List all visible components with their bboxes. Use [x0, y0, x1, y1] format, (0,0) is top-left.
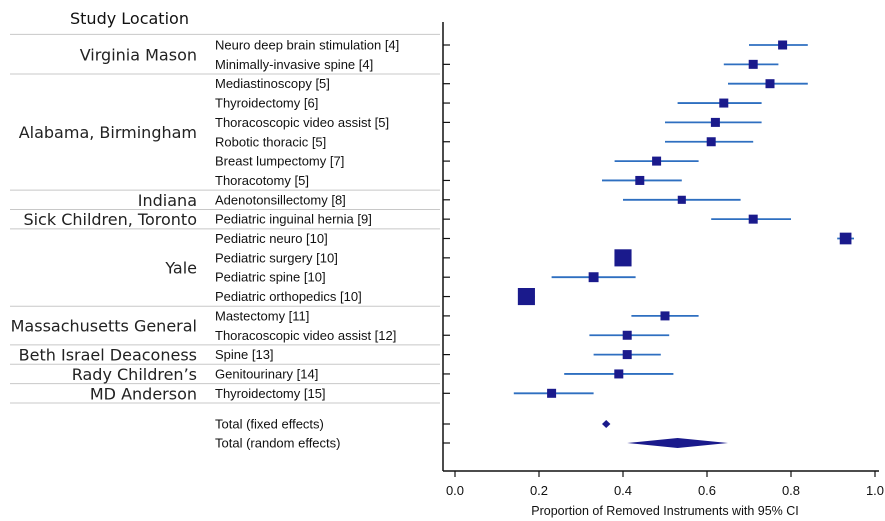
estimate-marker	[614, 249, 632, 267]
total-label: Total (fixed effects)	[215, 417, 324, 432]
x-tick-label: 0.0	[446, 483, 464, 498]
location-label: Yale	[164, 259, 197, 278]
location-label: Beth Israel Deaconess	[19, 346, 197, 365]
study-label: Mastectomy [11]	[215, 308, 309, 323]
x-tick-label: 1.0	[866, 483, 884, 498]
study-label: Genitourinary [14]	[215, 366, 318, 381]
study-label: Pediatric inguinal hernia [9]	[215, 212, 372, 227]
study-label: Thoracoscopic video assist [12]	[215, 328, 396, 343]
estimate-marker	[547, 388, 557, 398]
estimate-marker	[710, 117, 720, 127]
study-label: Thoracotomy [5]	[215, 173, 309, 188]
x-axis-title: Proportion of Removed Instruments with 9…	[531, 504, 798, 518]
location-label: Sick Children, Toronto	[23, 210, 197, 229]
location-label: Virginia Mason	[80, 46, 197, 65]
study-label: Thyroidectomy [15]	[215, 386, 326, 401]
study-label: Minimally-invasive spine [4]	[215, 57, 373, 72]
x-tick-label: 0.4	[614, 483, 632, 498]
study-markers	[513, 40, 854, 448]
estimate-marker	[839, 232, 852, 245]
estimate-marker	[778, 40, 788, 50]
estimate-marker	[622, 330, 632, 340]
location-label: Indiana	[138, 191, 197, 210]
estimate-marker	[588, 272, 599, 283]
location-label: Massachusetts General	[11, 317, 197, 336]
location-label: Alabama, Birmingham	[19, 123, 197, 142]
pooled-diamond	[602, 420, 611, 428]
estimate-marker	[660, 311, 670, 321]
location-label: Rady Children’s	[72, 365, 197, 384]
procedure-labels: Neuro deep brain stimulation [4] Minimall…	[215, 38, 399, 451]
study-label: Breast lumpectomy [7]	[215, 154, 344, 169]
estimate-marker	[748, 59, 758, 69]
estimate-marker	[614, 369, 624, 379]
study-label: Pediatric orthopedics [10]	[215, 289, 362, 304]
x-tick-label: 0.6	[698, 483, 716, 498]
group-separators	[10, 33, 440, 404]
location-labels: Virginia Mason Alabama, Birmingham Indiana…	[11, 46, 197, 404]
x-tick-label: 0.8	[782, 483, 800, 498]
total-label: Total (random effects)	[215, 436, 340, 451]
study-label: Thoracoscopic video assist [5]	[215, 115, 389, 130]
estimate-marker	[719, 98, 729, 108]
estimate-marker	[517, 288, 535, 306]
estimate-marker	[748, 214, 758, 224]
estimate-marker	[765, 79, 775, 89]
study-label: Pediatric neuro [10]	[215, 231, 328, 246]
x-tick-label: 0.2	[530, 483, 548, 498]
study-label: Pediatric surgery [10]	[215, 250, 338, 265]
study-label: Mediastinoscopy [5]	[215, 76, 330, 91]
study-location-header: Study Location	[70, 9, 189, 28]
study-label: Neuro deep brain stimulation [4]	[215, 38, 399, 53]
estimate-marker	[652, 156, 662, 166]
estimate-marker	[635, 175, 645, 185]
study-label: Robotic thoracic [5]	[215, 134, 326, 149]
location-label: MD Anderson	[90, 384, 197, 403]
study-label: Thyroidectomy [6]	[215, 96, 318, 111]
axes: 0.0 0.2 0.4 0.6 0.8 1.0	[442, 22, 884, 498]
study-label: Spine [13]	[215, 347, 274, 362]
estimate-marker	[677, 195, 686, 204]
pooled-diamond	[627, 438, 728, 448]
study-label: Adenotonsillectomy [8]	[215, 192, 346, 207]
estimate-marker	[622, 350, 632, 360]
estimate-marker	[706, 137, 716, 147]
study-label: Pediatric spine [10]	[215, 270, 326, 285]
